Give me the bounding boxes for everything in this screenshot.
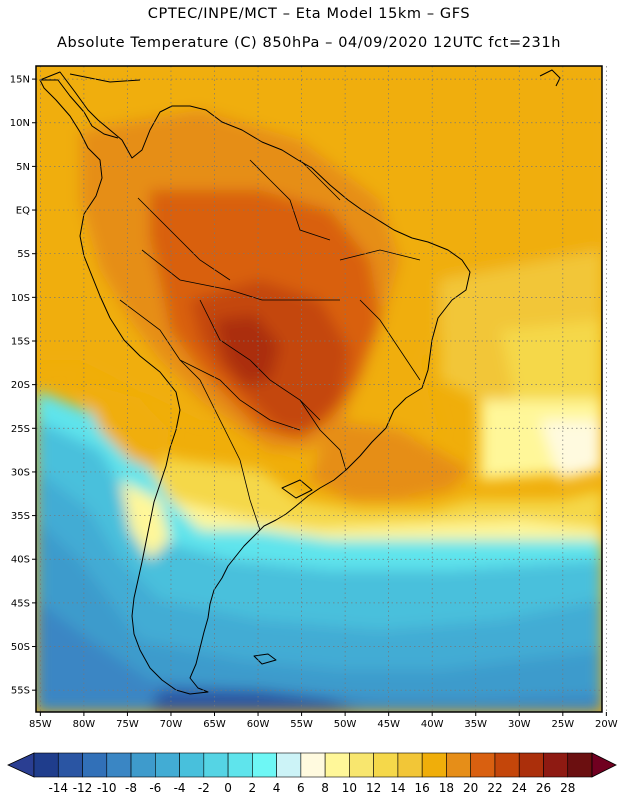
colorbar-label: 24	[512, 781, 527, 795]
colorbar-label: -10	[97, 781, 117, 795]
lat-tick-label: 45S	[11, 598, 30, 609]
colorbar-label: 6	[297, 781, 305, 795]
colorbar-swatch	[567, 752, 593, 778]
colorbar-swatch	[300, 752, 326, 778]
lat-tick-label: 25S	[11, 424, 30, 435]
colorbar-swatch	[57, 752, 83, 778]
colorbar-swatch	[227, 752, 253, 778]
lon-tick-label: 85W	[29, 719, 52, 730]
lon-tick-label: 55W	[290, 719, 313, 730]
colorbar-label: -14	[48, 781, 68, 795]
colorbar-label: 18	[439, 781, 454, 795]
colorbar-swatch	[324, 752, 350, 778]
lon-tick-label: 30W	[508, 719, 531, 730]
colorbar-label: 12	[366, 781, 381, 795]
lon-tick-label: 70W	[160, 719, 183, 730]
lon-tick-label: 25W	[552, 719, 575, 730]
colorbar-swatch	[397, 752, 423, 778]
temperature-field	[36, 66, 602, 712]
colorbar-swatch	[106, 752, 132, 778]
lat-tick-label: 20S	[11, 380, 30, 391]
lon-tick-label: 75W	[116, 719, 139, 730]
colorbar-swatch	[82, 752, 108, 778]
colorbar-label: 22	[487, 781, 502, 795]
lat-tick-label: 55S	[11, 686, 30, 697]
colorbar-swatch	[155, 752, 180, 778]
chart-title-line1: CPTEC/INPE/MCT – Eta Model 15km – GFS	[147, 6, 471, 22]
lat-tick-label: EQ	[16, 206, 30, 217]
lat-tick-label: 40S	[11, 555, 30, 566]
lat-tick-label: 15S	[11, 336, 30, 347]
colorbar-label: 26	[536, 781, 551, 795]
colorbar-swatch	[252, 752, 277, 778]
colorbar-label: -8	[125, 781, 137, 795]
colorbar-label: -2	[198, 781, 210, 795]
colorbar-swatch	[518, 752, 544, 778]
longitude-axis: 85W 80W 75W 70W 65W 60W 55W 50W 45W 40W 35W 30W 25W 2…	[29, 712, 618, 730]
latitude-axis: 15N 10N 5N EQ 5S 10S 15S 20S 25S 30S 35S 40S 45S 50S 5…	[10, 75, 36, 697]
lat-tick-label: 30S	[11, 467, 30, 478]
colorbar-label: 14	[390, 781, 405, 795]
colorbar-label: 10	[342, 781, 357, 795]
lon-tick-label: 20W	[595, 719, 618, 730]
colorbar-label: -12	[73, 781, 93, 795]
colorbar-label: 8	[321, 781, 329, 795]
colorbar-label: 0	[224, 781, 232, 795]
colorbar-label: 20	[463, 781, 478, 795]
colorbar-swatch	[470, 752, 496, 778]
lat-tick-label: 35S	[11, 511, 30, 522]
colorbar-label: 2	[249, 781, 257, 795]
lat-tick-label: 10N	[10, 118, 30, 129]
colorbar-under-arrow	[7, 752, 35, 778]
colorbar-swatch	[446, 752, 471, 778]
colorbar-swatch	[543, 752, 569, 778]
lon-tick-label: 40W	[421, 719, 444, 730]
colorbar-swatch	[276, 752, 302, 778]
lat-tick-label: 15N	[10, 75, 30, 86]
colorbar-label: 4	[273, 781, 281, 795]
colorbar-swatch	[179, 752, 205, 778]
colorbar-label: 16	[415, 781, 430, 795]
chart-title-line2: Absolute Temperature (C) 850hPa – 04/09/…	[57, 35, 561, 51]
lat-tick-label: 10S	[11, 293, 30, 304]
country-borders	[119, 159, 421, 531]
lat-tick-label: 50S	[11, 642, 30, 653]
color-bar: -14 -12 -10 -8 -6 -4 -2 0 2 4 6 8 10 12 14 16 18 20 22 24 26…	[7, 752, 617, 795]
lon-tick-label: 50W	[334, 719, 357, 730]
colorbar-label: -6	[149, 781, 161, 795]
lon-tick-label: 45W	[377, 719, 400, 730]
lon-tick-label: 35W	[464, 719, 487, 730]
colorbar-swatch	[421, 752, 447, 778]
colorbar-over-arrow	[591, 752, 617, 778]
lon-tick-label: 80W	[73, 719, 96, 730]
colorbar-swatch	[203, 752, 229, 778]
colorbar-swatch	[33, 752, 59, 778]
map-frame	[35, 65, 603, 713]
colorbar-swatch	[130, 752, 156, 778]
colorbar-label: -4	[174, 781, 186, 795]
lon-tick-label: 60W	[247, 719, 270, 730]
lon-tick-label: 65W	[203, 719, 226, 730]
colorbar-swatch	[373, 752, 399, 778]
colorbar-swatch	[494, 752, 520, 778]
lat-tick-label: 5N	[16, 162, 30, 173]
colorbar-swatch	[349, 752, 374, 778]
lat-tick-label: 5S	[17, 249, 30, 260]
colorbar-label: 28	[560, 781, 575, 795]
